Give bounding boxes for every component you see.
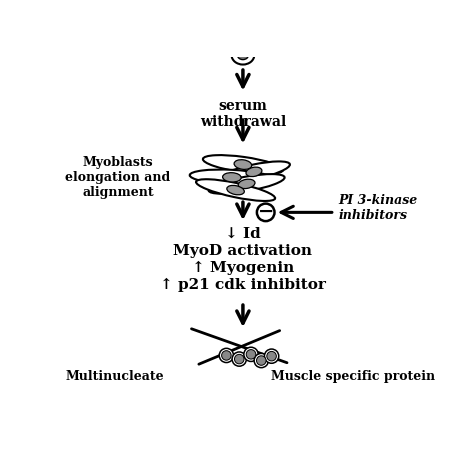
Circle shape [257,204,274,221]
Circle shape [222,351,231,360]
Circle shape [254,354,268,368]
Ellipse shape [237,51,248,60]
Ellipse shape [209,174,284,194]
Ellipse shape [238,179,255,189]
Circle shape [267,351,276,361]
Ellipse shape [227,185,244,195]
Ellipse shape [196,179,275,201]
Text: −: − [257,202,274,220]
Text: ↑ p21 cdk inhibitor: ↑ p21 cdk inhibitor [160,278,326,292]
Circle shape [246,350,256,359]
Circle shape [235,355,244,364]
Ellipse shape [223,173,241,182]
Ellipse shape [190,170,274,185]
Ellipse shape [234,160,252,169]
Circle shape [232,352,246,366]
Ellipse shape [231,46,255,64]
Text: MyoD activation: MyoD activation [173,244,312,258]
Circle shape [256,356,266,365]
Ellipse shape [218,162,290,182]
Text: Multinucleate: Multinucleate [65,370,164,383]
Text: ↓ Id: ↓ Id [225,227,261,241]
Text: ↑ Myogenin: ↑ Myogenin [192,261,294,275]
Text: PI 3-kinase
inhibitors: PI 3-kinase inhibitors [338,194,418,222]
Text: serum
withdrawal: serum withdrawal [200,99,286,129]
Text: Myoblasts
elongation and
alignment: Myoblasts elongation and alignment [65,156,171,199]
Circle shape [264,349,279,363]
Text: Muscle specific protein: Muscle specific protein [271,370,435,383]
Circle shape [244,347,258,362]
Circle shape [219,348,234,363]
Ellipse shape [246,167,262,177]
Ellipse shape [203,155,283,174]
